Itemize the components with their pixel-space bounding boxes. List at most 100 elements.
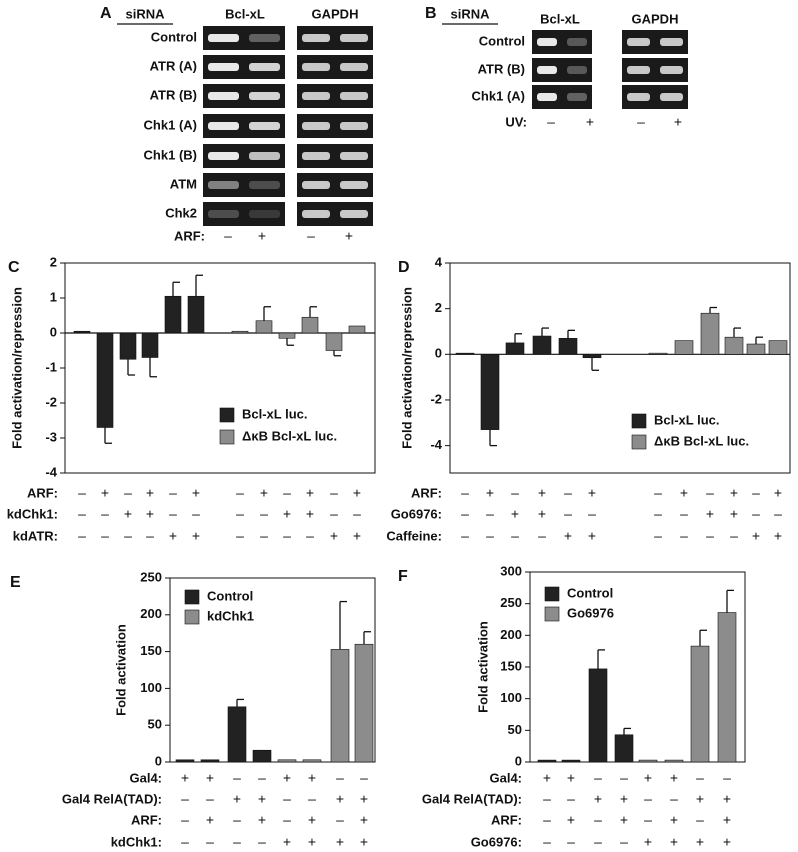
gel-band <box>249 210 280 218</box>
condition-sign: + <box>306 485 314 501</box>
gel-band <box>208 181 239 189</box>
condition-sign: – <box>543 834 551 850</box>
condition-sign: + <box>670 770 678 786</box>
condition-sign: + <box>192 528 200 544</box>
y-tick-label: 300 <box>500 563 522 578</box>
condition-sign: – <box>752 485 760 501</box>
gel-band <box>302 181 330 189</box>
condition-sign: – <box>260 528 268 544</box>
bar <box>141 332 159 358</box>
condition-label: kdChk1: <box>111 834 162 849</box>
bar <box>614 734 634 763</box>
y-tick-label: 0 <box>435 346 442 361</box>
bar <box>558 338 578 355</box>
condition-sign: – <box>594 812 602 828</box>
bar <box>537 759 557 763</box>
gel-band <box>627 93 650 101</box>
condition-sign: – <box>644 791 652 807</box>
panel-letter: D <box>398 259 410 276</box>
plot-frame <box>169 577 376 763</box>
condition-sign: – <box>308 791 316 807</box>
legend-label: ΔκB Bcl-xL luc. <box>242 428 337 443</box>
bar <box>227 706 247 763</box>
condition-sign: – <box>283 812 291 828</box>
legend-swatch <box>544 606 560 622</box>
error-bar <box>709 306 717 314</box>
condition-sign: – <box>752 506 760 522</box>
condition-sign: – <box>124 528 132 544</box>
gel-band <box>340 181 368 189</box>
bar <box>164 295 182 334</box>
error-bar <box>195 274 203 297</box>
legend-swatch <box>184 589 200 605</box>
bar <box>73 330 91 334</box>
bar <box>648 352 668 355</box>
legend-label: Bcl-xL luc. <box>242 406 308 421</box>
condition-label: Gal4 RelA(TAD): <box>62 791 162 806</box>
gel-band <box>340 92 368 100</box>
condition-label: Gal4: <box>489 770 522 785</box>
bar <box>252 749 272 763</box>
condition-sign: + <box>774 485 782 501</box>
condition-sign: – <box>547 114 555 130</box>
condition-sign: – <box>654 528 662 544</box>
y-tick-label: -2 <box>45 394 57 409</box>
y-tick-label: 200 <box>140 606 162 621</box>
condition-sign: – <box>283 485 291 501</box>
condition-sign: – <box>730 528 738 544</box>
bar <box>480 354 500 430</box>
y-tick-label: 200 <box>500 627 522 642</box>
condition-sign: – <box>236 506 244 522</box>
panel-letter: A <box>100 5 112 22</box>
condition-sign: + <box>308 834 316 850</box>
y-tick-label: -1 <box>45 359 57 374</box>
condition-sign: + <box>730 506 738 522</box>
legend-swatch <box>631 413 647 429</box>
siRNA-header: siRNA <box>125 6 165 21</box>
bar <box>768 340 788 355</box>
condition-label: ARF: <box>411 485 442 500</box>
bar <box>638 759 658 763</box>
condition-sign: + <box>330 528 338 544</box>
condition-sign: – <box>330 506 338 522</box>
bar <box>532 335 552 355</box>
condition-sign: – <box>181 834 189 850</box>
condition-sign: + <box>723 791 731 807</box>
condition-sign: – <box>258 770 266 786</box>
panel-letter: C <box>8 259 20 276</box>
condition-sign: + <box>644 834 652 850</box>
condition-sign: – <box>696 770 704 786</box>
row-label: ATM <box>170 176 197 191</box>
gel-band <box>208 63 239 71</box>
condition-sign: – <box>307 228 315 244</box>
row-label: Control <box>479 33 525 48</box>
condition-sign: – <box>78 528 86 544</box>
bar <box>175 759 195 763</box>
y-tick-label: 50 <box>148 717 162 732</box>
error-bar <box>286 338 294 346</box>
condition-label: ARF: <box>131 812 162 827</box>
condition-sign: – <box>723 770 731 786</box>
condition-sign: + <box>336 791 344 807</box>
condition-sign: – <box>260 506 268 522</box>
condition-sign: – <box>696 812 704 828</box>
legend-label: Bcl-xL luc. <box>654 412 720 427</box>
gel-band <box>302 122 330 130</box>
condition-sign: – <box>360 770 368 786</box>
condition-sign: + <box>620 812 628 828</box>
condition-sign: + <box>706 506 714 522</box>
condition-sign: + <box>345 228 353 244</box>
condition-sign: – <box>124 485 132 501</box>
condition-sign: – <box>680 528 688 544</box>
plot-frame <box>449 262 791 474</box>
y-tick-label: 250 <box>140 569 162 584</box>
y-tick-label: 100 <box>140 680 162 695</box>
condition-sign: + <box>353 528 361 544</box>
condition-sign: – <box>706 485 714 501</box>
condition-sign: – <box>101 506 109 522</box>
condition-sign: + <box>233 791 241 807</box>
bar <box>674 340 694 355</box>
gel-band <box>302 210 330 218</box>
gel-band <box>249 122 280 130</box>
